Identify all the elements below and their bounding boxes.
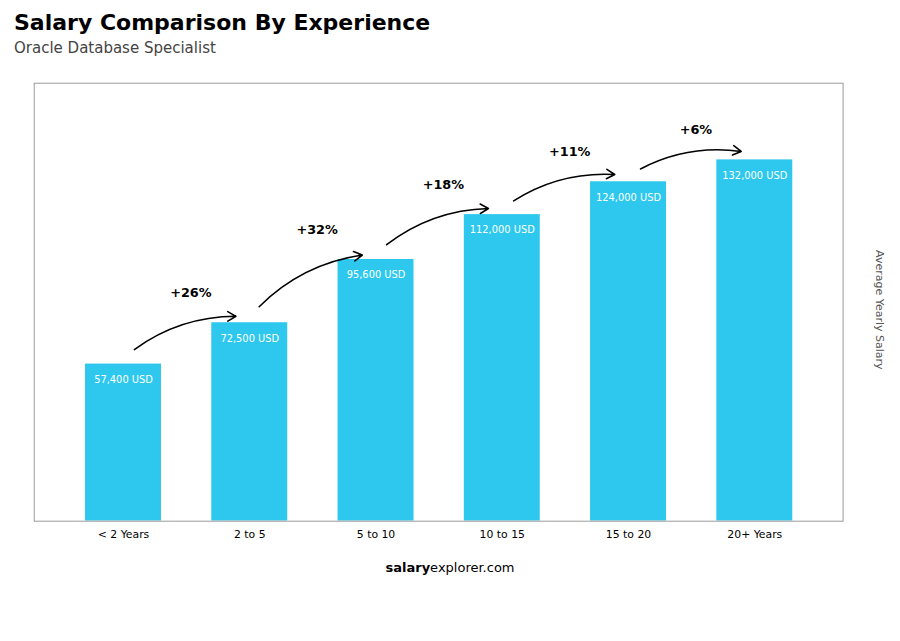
html-text:Salary Comparison By Experienc: Salary Comparison By Experience xyxy=(14,10,431,35)
html-text:Oracle Database Specialist: Oracle Database Specialist xyxy=(14,39,216,57)
svg-text:124,000 USD: 124,000 USD xyxy=(596,192,661,203)
html-text:Average Yearly Salary: Average Yearly Salary xyxy=(873,249,886,370)
svg-text:15 to 20: 15 to 20 xyxy=(606,528,651,541)
svg-text:+26%: +26% xyxy=(170,285,212,300)
svg-text:20+ Years: 20+ Years xyxy=(727,528,782,541)
svg-text:57,400 USD: 57,400 USD xyxy=(94,374,153,385)
svg-text:2 to 5: 2 to 5 xyxy=(234,528,266,541)
html-text:salary explorer.com: salary explorer.com xyxy=(385,560,515,576)
svg-text:95,600 USD: 95,600 USD xyxy=(347,269,406,280)
svg-text:+6%: +6% xyxy=(680,122,713,137)
svg-text:72,500 USD: 72,500 USD xyxy=(220,333,279,344)
svg-text:112,000 USD: 112,000 USD xyxy=(470,224,535,235)
svg-text:+11%: +11% xyxy=(549,144,591,159)
svg-text:10 to 15: 10 to 15 xyxy=(480,528,525,541)
svg-text:132,000 USD: 132,000 USD xyxy=(722,170,787,181)
svg-text:5 to 10: 5 to 10 xyxy=(357,528,396,541)
svg-text:+32%: +32% xyxy=(296,222,338,237)
svg-text:< 2 Years: < 2 Years xyxy=(98,528,150,541)
svg-text:+18%: +18% xyxy=(423,177,465,192)
